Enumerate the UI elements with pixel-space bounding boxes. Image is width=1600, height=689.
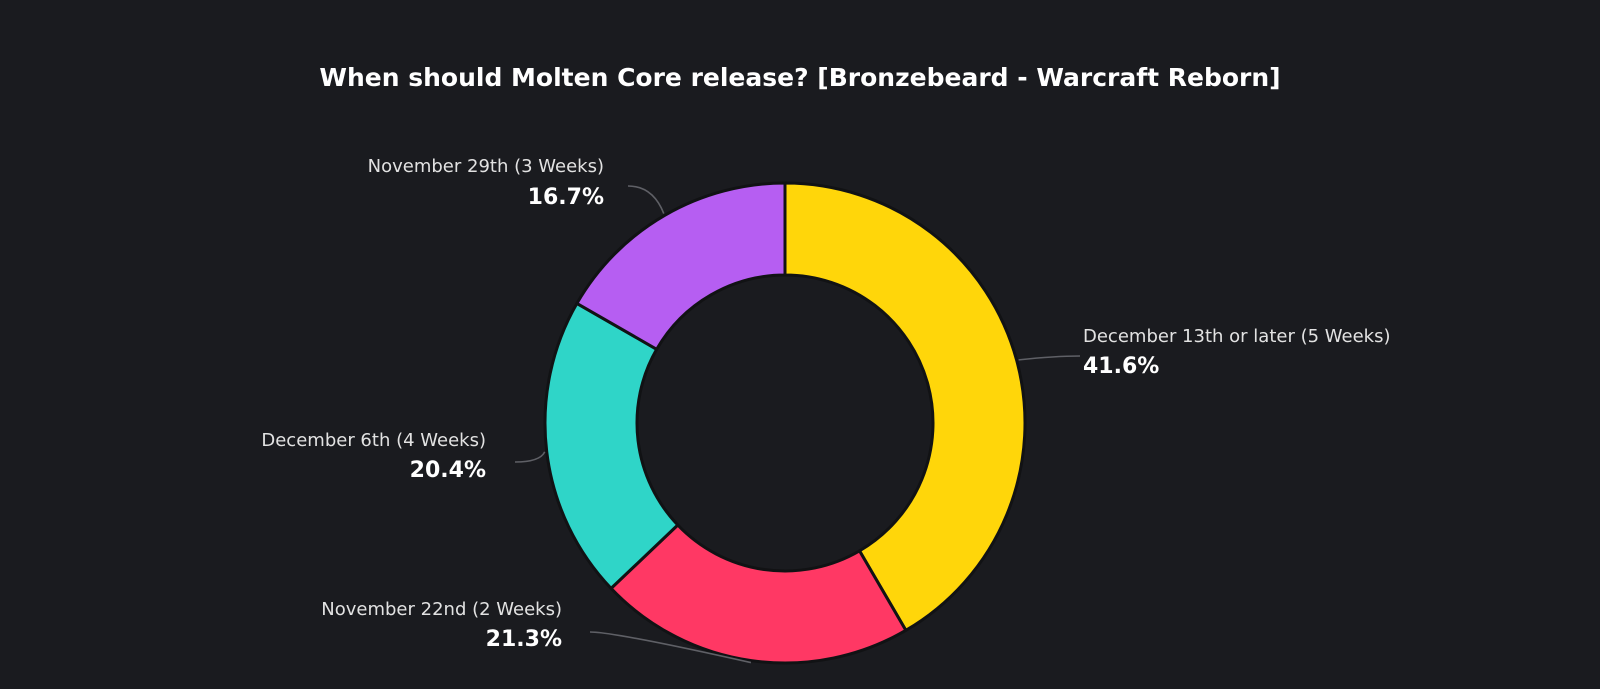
leader-lines-group: [514, 185, 1081, 664]
slice-november-29th-3-weeks[interactable]: [575, 181, 787, 351]
slice-label-november-22nd-2-weeks: November 22nd (2 Weeks): [321, 599, 562, 620]
slice-value-december-6th-4-weeks: 20.4%: [410, 458, 486, 483]
slice-december-13th-or-later-5-weeks[interactable]: [783, 181, 1027, 632]
slice-november-22nd-2-weeks[interactable]: [609, 523, 908, 665]
leader-line-november-29th-3-weeks: [627, 185, 665, 214]
chart-title: When should Molten Core release? [Bronze…: [319, 63, 1280, 92]
slice-labels-group: December 13th or later (5 Weeks) 41.6% Nov…: [261, 156, 1390, 652]
slice-label-november-29th-3-weeks: November 29th (3 Weeks): [368, 156, 604, 177]
slices-group: [543, 181, 1027, 665]
slice-december-6th-4-weeks[interactable]: [543, 301, 680, 590]
leader-line-december-6th-4-weeks: [514, 451, 546, 463]
slice-value-december-13th-or-later-5-weeks: 41.6%: [1083, 354, 1159, 379]
slice-value-november-29th-3-weeks: 16.7%: [528, 185, 604, 210]
slice-label-december-6th-4-weeks: December 6th (4 Weeks): [261, 430, 486, 451]
slice-value-november-22nd-2-weeks: 21.3%: [486, 627, 562, 652]
leader-line-december-13th-or-later-5-weeks: [1018, 355, 1081, 361]
leader-line-november-22nd-2-weeks: [589, 631, 752, 664]
slice-label-december-13th-or-later-5-weeks: December 13th or later (5 Weeks): [1083, 326, 1391, 347]
